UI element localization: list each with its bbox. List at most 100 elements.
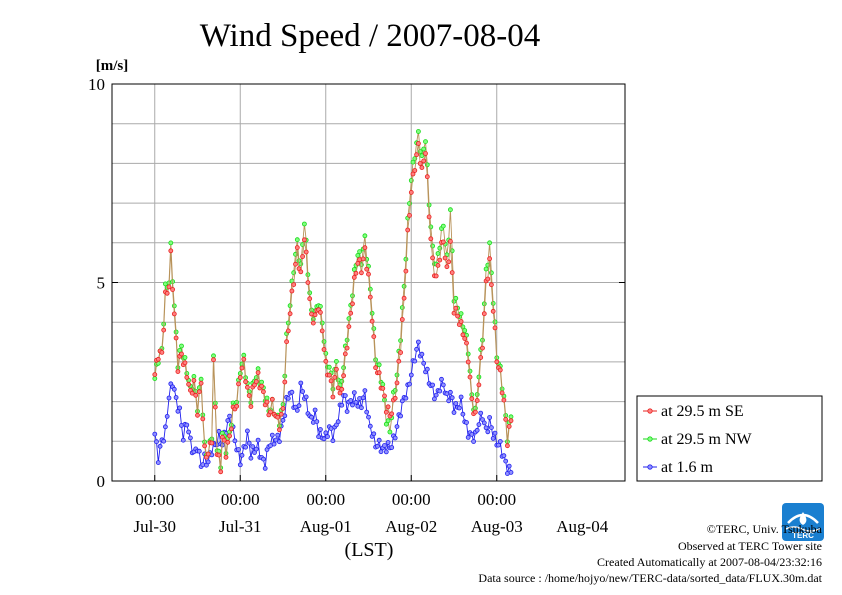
data-point <box>298 269 304 275</box>
data-point <box>396 358 402 364</box>
data-point <box>184 422 190 428</box>
data-point <box>433 273 439 279</box>
data-point <box>392 395 398 401</box>
data-point <box>453 305 459 311</box>
x-date-label: Aug-04 <box>556 517 608 536</box>
data-point <box>442 255 448 261</box>
data-point <box>239 452 245 458</box>
data-point <box>312 312 318 318</box>
data-point <box>200 416 206 422</box>
data-point <box>330 394 336 400</box>
legend-marker <box>647 464 653 470</box>
data-point <box>358 405 364 411</box>
data-point <box>485 276 491 282</box>
data-point <box>246 393 252 399</box>
data-point <box>506 463 512 469</box>
data-point <box>171 386 177 392</box>
data-point <box>435 262 441 268</box>
data-point <box>508 418 514 424</box>
data-point <box>253 446 259 452</box>
data-point <box>216 452 222 458</box>
data-point <box>179 351 184 357</box>
data-point <box>275 432 281 438</box>
data-point <box>294 237 300 243</box>
data-point <box>236 447 241 452</box>
data-point <box>346 324 352 330</box>
data-point <box>421 360 427 366</box>
data-point <box>170 287 176 292</box>
data-point <box>385 404 391 410</box>
data-point <box>504 443 510 449</box>
data-point <box>317 427 323 432</box>
data-point <box>508 469 514 475</box>
data-point <box>464 420 469 425</box>
data-point <box>351 274 357 280</box>
data-point <box>446 398 452 404</box>
data-point <box>487 415 493 420</box>
data-point <box>173 395 179 400</box>
data-point <box>492 430 498 436</box>
legend-entry-label: at 29.5 m SE <box>661 403 744 420</box>
data-point <box>218 469 224 475</box>
data-point <box>246 440 252 446</box>
data-point <box>293 261 298 267</box>
data-point <box>305 280 311 286</box>
data-point <box>323 358 329 364</box>
data-point <box>301 221 307 227</box>
data-point <box>353 399 359 405</box>
data-point <box>339 386 345 392</box>
data-point <box>431 396 437 402</box>
data-point <box>394 424 400 430</box>
data-point <box>369 310 375 316</box>
data-point <box>471 439 477 444</box>
data-point <box>360 395 366 401</box>
data-point <box>462 336 468 341</box>
data-point <box>458 394 464 400</box>
data-point <box>307 296 313 302</box>
data-point <box>485 429 491 435</box>
data-point <box>341 365 347 371</box>
x-date-label: Jul-31 <box>219 517 262 536</box>
data-point <box>447 238 453 244</box>
data-point <box>287 311 293 317</box>
data-point <box>467 374 473 380</box>
data-point <box>271 441 277 447</box>
data-point <box>276 439 282 445</box>
data-point <box>490 308 496 314</box>
data-point <box>362 233 368 239</box>
data-point <box>373 365 379 371</box>
data-point <box>312 407 318 413</box>
data-point <box>458 311 464 317</box>
data-point <box>319 328 325 334</box>
data-point <box>451 410 457 415</box>
data-point <box>155 460 161 466</box>
data-point <box>202 443 208 449</box>
data-point <box>234 403 240 409</box>
legend-entry-label: at 1.6 m <box>661 459 714 476</box>
data-point <box>405 227 411 233</box>
data-point <box>398 413 404 419</box>
data-point <box>472 409 478 415</box>
data-point <box>382 393 387 399</box>
data-point <box>307 290 313 296</box>
data-point <box>469 431 475 437</box>
data-point <box>451 310 457 316</box>
data-point <box>453 295 459 301</box>
data-point <box>171 303 177 309</box>
data-point <box>415 141 421 146</box>
data-point <box>367 423 373 429</box>
data-point <box>382 443 387 448</box>
data-point <box>476 422 482 428</box>
data-point <box>458 319 464 324</box>
data-point <box>419 351 425 357</box>
data-point <box>387 429 393 435</box>
data-point <box>228 426 234 432</box>
data-point <box>342 351 348 357</box>
observed-site-text: Observed at TERC Tower site <box>678 539 822 553</box>
data-point <box>259 379 265 385</box>
data-point <box>435 251 441 256</box>
data-point <box>488 270 494 276</box>
data-point <box>191 373 197 379</box>
data-point <box>209 440 215 446</box>
